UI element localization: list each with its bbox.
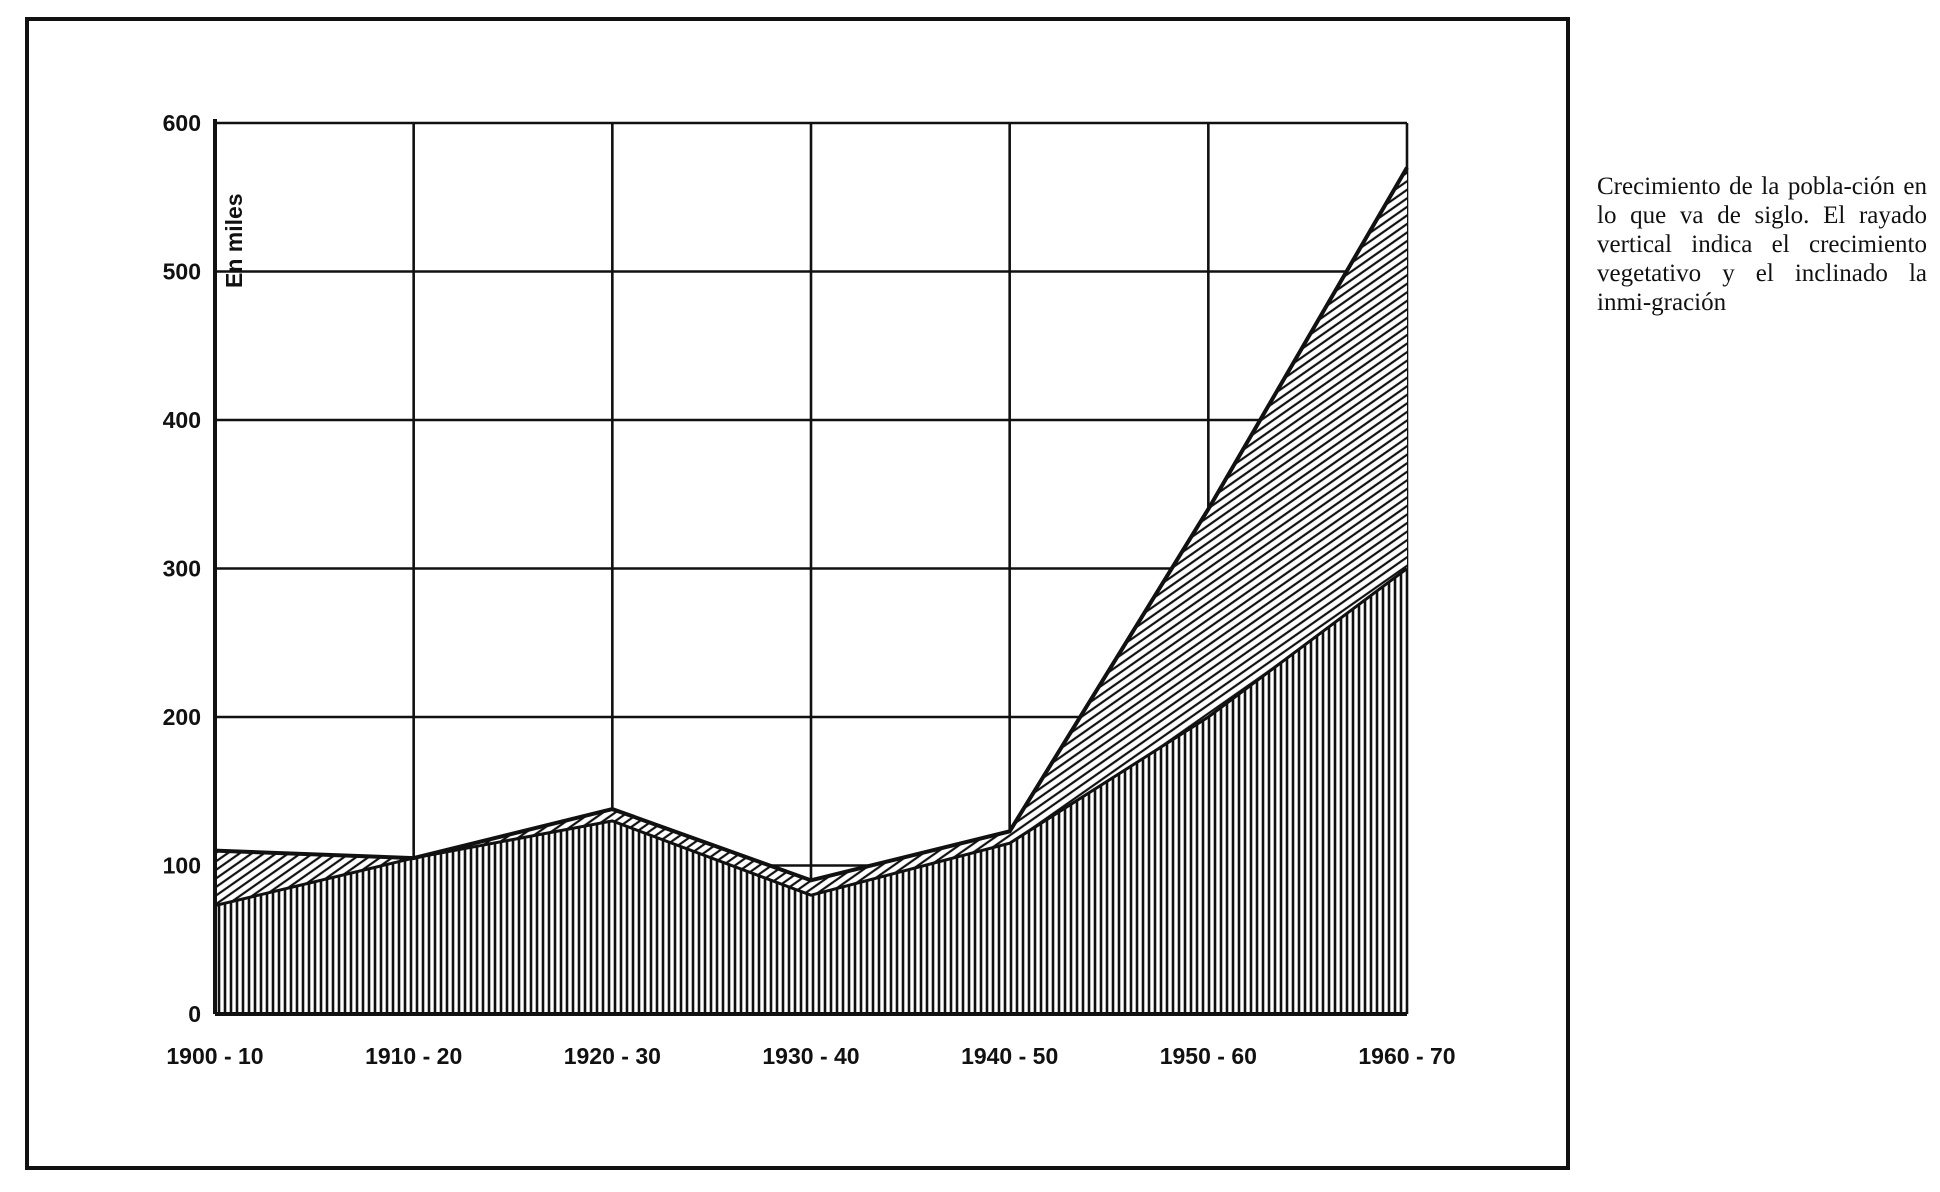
figure-frame bbox=[25, 17, 1570, 1170]
axes bbox=[213, 119, 1407, 1016]
figure-caption: Crecimiento de la pobla-ción en lo que v… bbox=[1597, 173, 1927, 316]
area-crecimiento-vegetativo bbox=[215, 568, 1407, 1014]
x-tick-label: 1950 - 60 bbox=[1160, 1043, 1257, 1069]
x-tick-labels: 1900 - 10 1910 - 20 1920 - 30 1930 - 40 1940… bbox=[166, 1043, 1455, 1069]
y-tick-labels: 0 100 200 300 400 500 600 bbox=[163, 110, 201, 1027]
y-tick-label: 600 bbox=[163, 110, 201, 136]
x-tick-label: 1920 - 30 bbox=[564, 1043, 661, 1069]
x-tick-label: 1940 - 50 bbox=[961, 1043, 1058, 1069]
vegetativo-line bbox=[214, 567, 1408, 908]
x-tick-label: 1930 - 40 bbox=[762, 1043, 859, 1069]
x-tick-label: 1910 - 20 bbox=[365, 1043, 462, 1069]
x-tick-label: 1960 - 70 bbox=[1358, 1043, 1455, 1069]
y-tick-label: 400 bbox=[163, 407, 201, 433]
area-inmigracion bbox=[215, 167, 1407, 906]
y-tick-label: 200 bbox=[163, 704, 201, 730]
y-tick-label: 0 bbox=[188, 1001, 201, 1027]
y-tick-label: 300 bbox=[163, 556, 201, 582]
y-tick-label: 100 bbox=[163, 853, 201, 879]
y-axis-unit-label: En miles bbox=[221, 193, 247, 288]
y-tick-label: 500 bbox=[163, 259, 201, 285]
area-series bbox=[214, 166, 1409, 1014]
x-tick-label: 1900 - 10 bbox=[166, 1043, 263, 1069]
